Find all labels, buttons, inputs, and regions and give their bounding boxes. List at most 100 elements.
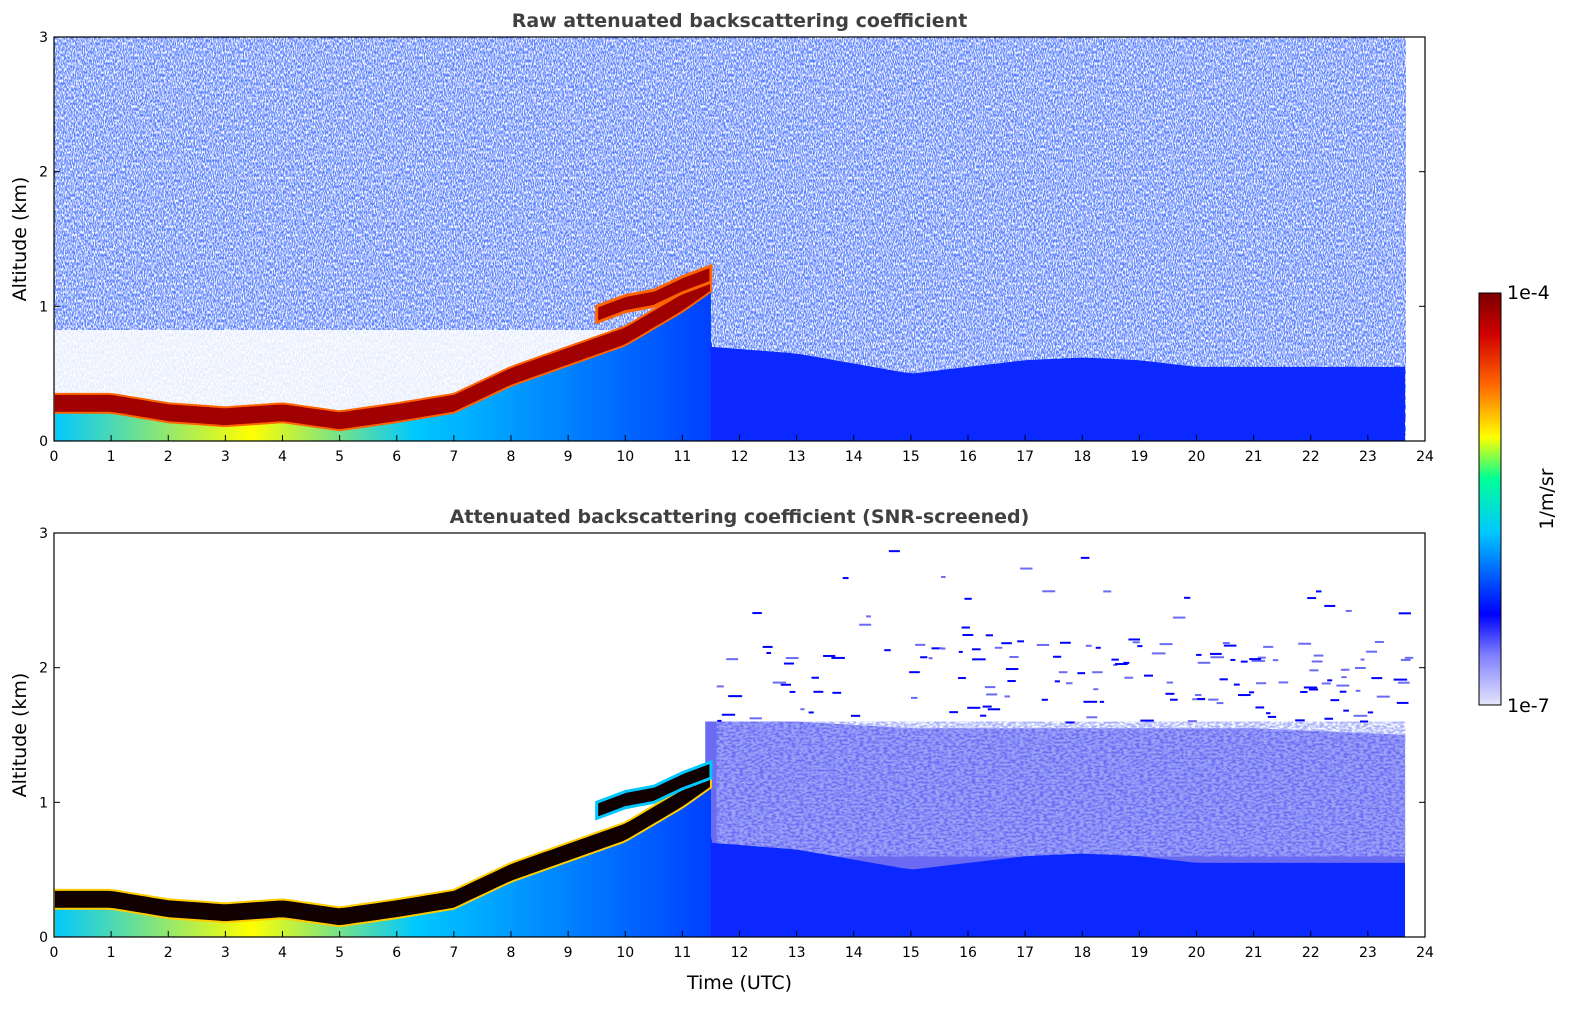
scatter-return [1170, 698, 1178, 701]
scatter-return [964, 597, 972, 600]
scatter-return [1303, 686, 1318, 689]
x-tick-label: 14 [845, 449, 863, 465]
scatter-return [985, 634, 993, 637]
y-tick-label: 3 [39, 30, 48, 46]
scatter-return [884, 649, 891, 652]
scatter-return [1309, 669, 1319, 672]
x-tick-label: 16 [959, 945, 977, 961]
x-tick-label: 11 [673, 945, 691, 961]
scatter-return [1092, 671, 1103, 674]
scatter-return [831, 656, 845, 659]
scatter-return [1240, 660, 1248, 663]
x-tick-label: 6 [392, 945, 401, 961]
x-tick-label: 18 [1073, 449, 1091, 465]
x-tick-label: 24 [1416, 945, 1434, 961]
scatter-return [1330, 699, 1340, 702]
scatter-return [982, 705, 992, 708]
aerosol-layer-region [511, 286, 1406, 441]
panel2-x-axis: 0 1 2 3 4 5 6 7 8 9 10 11 12 13 14 15 16 17 18 19 20 21 22 23 24 [50, 931, 1434, 961]
scatter-return [1085, 644, 1092, 647]
scatter-return [1036, 643, 1050, 646]
scatter-return [1307, 597, 1317, 600]
scatter-return [859, 623, 872, 626]
scatter-return [1197, 697, 1206, 700]
x-tick-label: 3 [221, 449, 230, 465]
scatter-return [1344, 668, 1350, 671]
scatter-return [931, 647, 943, 650]
scatter-return [1298, 642, 1312, 645]
scatter-return [1080, 556, 1090, 559]
scatter-return [910, 696, 918, 699]
y-tick-label: 0 [39, 930, 48, 946]
scatter-return [866, 615, 871, 618]
x-tick-label: 21 [1245, 449, 1263, 465]
scatter-return [1272, 659, 1279, 662]
scatter-return [1339, 690, 1347, 693]
scatter-return [1020, 567, 1033, 570]
scatter-return [1233, 683, 1240, 686]
scatter-return [1324, 604, 1336, 607]
scatter-return [813, 690, 824, 693]
scatter-return [1115, 663, 1128, 666]
scatter-return [1187, 720, 1197, 723]
scatter-return [1223, 644, 1237, 647]
scatter-return [766, 651, 772, 654]
scatter-return [1266, 712, 1271, 715]
scatter-return [1095, 646, 1101, 649]
boundary-layer-lower-region [54, 291, 711, 441]
x-tick-label: 12 [731, 449, 749, 465]
scatter-return [1321, 682, 1331, 685]
scatter-return [1007, 680, 1016, 683]
scatter-return [1111, 658, 1119, 661]
scatter-return [958, 677, 966, 680]
scatter-return [1065, 721, 1075, 724]
scatter-return [1255, 706, 1265, 709]
scatter-return [1393, 678, 1408, 681]
scatter-return [888, 550, 900, 553]
x-tick-label: 5 [335, 449, 344, 465]
x-tick-label: 23 [1359, 449, 1377, 465]
scatter-return [1123, 661, 1130, 664]
scatter-return [1197, 661, 1211, 664]
scatter-return [762, 645, 773, 648]
x-tick-label: 3 [221, 945, 230, 961]
x-tick-label: 19 [1130, 945, 1148, 961]
scatter-return [1210, 652, 1222, 655]
colorbar-gradient [1478, 292, 1502, 706]
panel1-x-axis: 0 1 2 3 4 5 6 7 8 9 10 11 12 13 14 15 16 17 18 19 20 21 22 23 24 [50, 435, 1434, 465]
x-tick-label: 15 [902, 449, 920, 465]
scatter-return [1042, 590, 1056, 593]
scatter-return [1251, 659, 1266, 662]
scatter-return [994, 646, 1003, 649]
x-tick-label: 22 [1302, 449, 1320, 465]
scatter-return [1124, 676, 1134, 679]
x-tick-label: 19 [1130, 449, 1148, 465]
scatter-return [1311, 660, 1323, 663]
scatter-return [842, 577, 849, 580]
colorbar: 1e-4 1e-7 1/m/sr [1478, 282, 1558, 717]
panel2-ylabel: Altitude (km) [9, 673, 31, 798]
scatter-return [972, 658, 986, 661]
colorbar-unit-label: 1/m/sr [1536, 468, 1558, 529]
scatter-return [789, 690, 796, 693]
elevated-layer [595, 263, 713, 325]
y-tick-label: 1 [39, 299, 48, 315]
scatter-return [780, 683, 791, 686]
scatter-return [1184, 596, 1191, 599]
scatter-return [1086, 716, 1098, 719]
x-tick-label: 12 [731, 945, 749, 961]
x-tick-label: 2 [164, 945, 173, 961]
scatter-return [1300, 690, 1308, 693]
scatter-return [1249, 658, 1262, 661]
y-tick-label: 0 [39, 434, 48, 450]
scatter-return [1404, 656, 1414, 659]
scatter-return [1210, 656, 1224, 659]
scatter-return [1367, 711, 1374, 714]
scatter-return [1257, 656, 1266, 659]
x-tick-label: 24 [1416, 449, 1434, 465]
scatter-return [987, 708, 1001, 711]
scatter-return [808, 711, 814, 714]
scatter-return [1359, 720, 1369, 723]
scatter-return [1263, 645, 1274, 648]
screened-speckle [716, 721, 1406, 857]
